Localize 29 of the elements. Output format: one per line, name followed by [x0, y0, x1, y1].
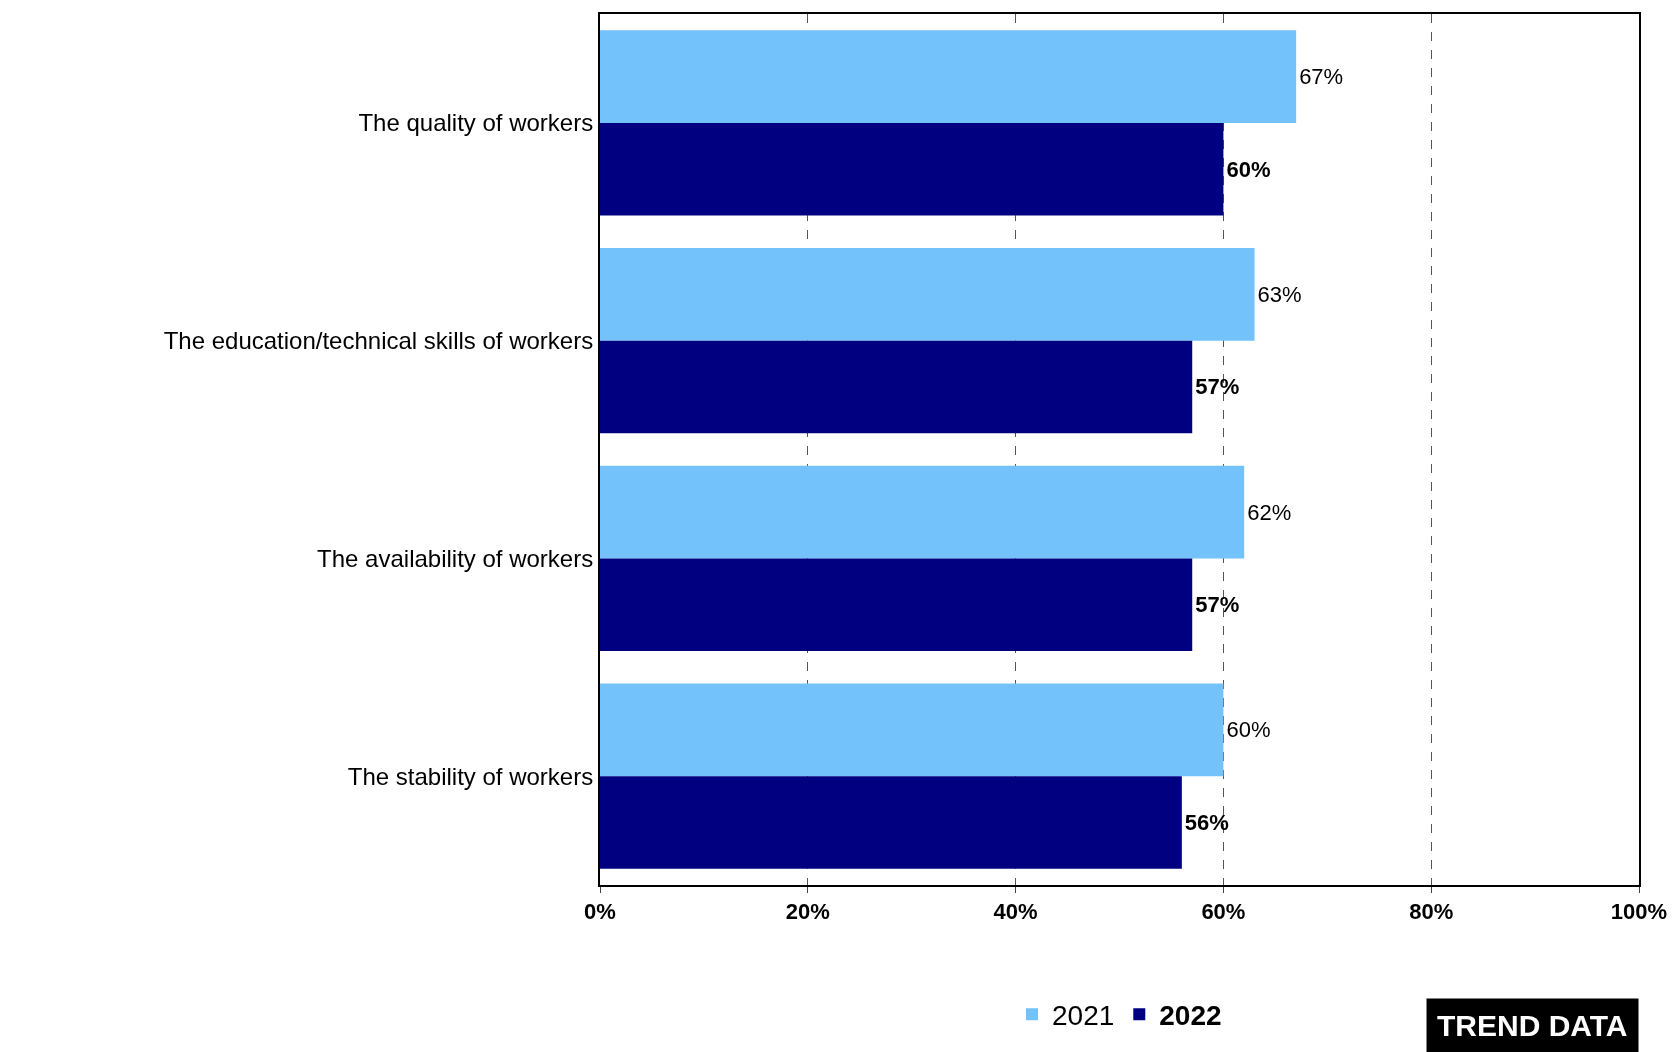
data-label: 57% — [1195, 374, 1240, 400]
x-tick-label: 60% — [1201, 899, 1246, 925]
data-label: 57% — [1195, 592, 1240, 618]
bar — [600, 248, 1255, 341]
bar — [600, 558, 1193, 651]
data-label: 62% — [1247, 499, 1292, 525]
x-tick-label: 0% — [584, 899, 616, 925]
x-tick-label: 100% — [1610, 899, 1668, 925]
bar — [600, 465, 1245, 559]
text: TREND DATA — [1437, 1009, 1628, 1042]
bar — [600, 776, 1182, 869]
legend-label: 2021 — [1052, 1000, 1115, 1032]
x-tick-label: 20% — [785, 899, 830, 925]
bar — [600, 122, 1224, 216]
data-label: 63% — [1257, 281, 1302, 307]
y-tick-label: The quality of workers — [358, 109, 594, 137]
legend-label: 2022 — [1159, 1000, 1222, 1032]
data-label: 60% — [1226, 717, 1271, 743]
y-tick-label: The availability of workers — [317, 544, 594, 572]
data-label: 60% — [1226, 156, 1271, 182]
data-label: 67% — [1299, 64, 1344, 90]
bar — [600, 683, 1224, 777]
x-tick-label: 80% — [1409, 899, 1454, 925]
bar — [600, 30, 1297, 123]
x-tick-label: 40% — [993, 899, 1038, 925]
data-label: 56% — [1184, 809, 1229, 835]
bar — [600, 340, 1193, 434]
y-tick-label: The education/technical skills of workers — [163, 327, 594, 355]
y-tick-label: The stability of workers — [347, 762, 594, 790]
